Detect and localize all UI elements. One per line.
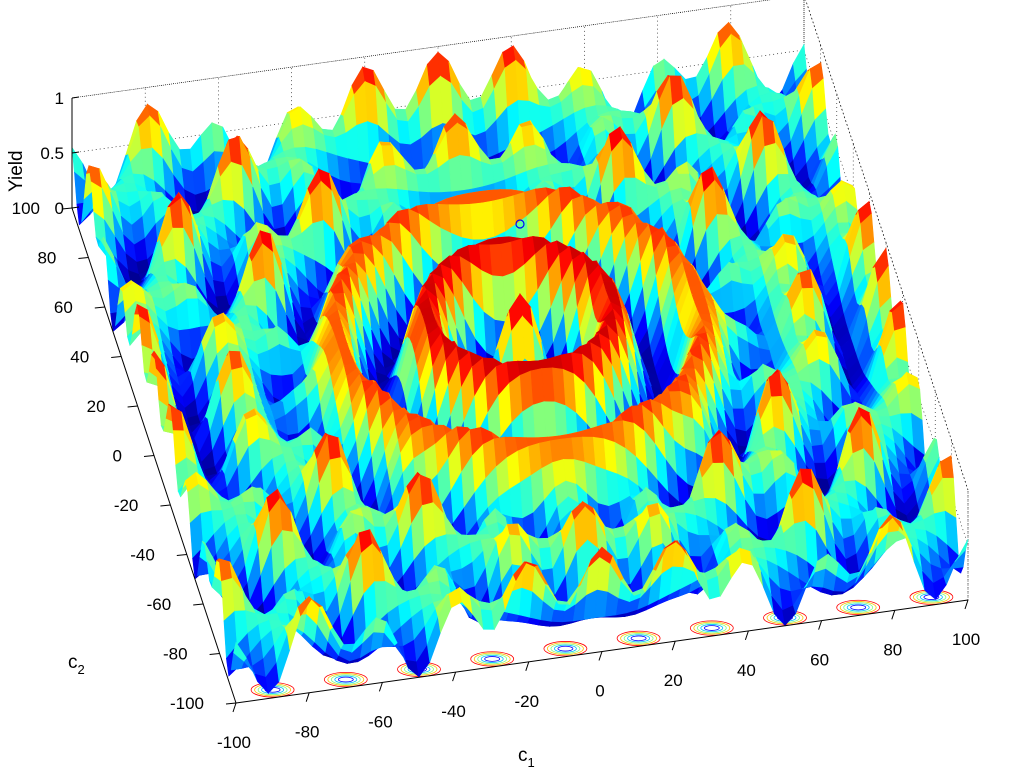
x-tick-mark	[964, 599, 969, 610]
y-tick-mark	[111, 356, 122, 358]
x-tick-label: -20	[515, 692, 540, 711]
x-tick-mark	[525, 661, 530, 671]
x-tick-label: -40	[441, 702, 466, 721]
y-tick-mark	[78, 257, 89, 259]
x-tick-mark	[598, 651, 603, 661]
x-tick-label: 40	[737, 661, 756, 680]
x-tick-label: 80	[883, 640, 902, 659]
y-tick-label: 40	[70, 348, 89, 367]
x-tick-mark	[232, 702, 237, 713]
x-tick-label: -100	[217, 733, 251, 752]
x-tick-label: -80	[295, 723, 320, 742]
x-tick-mark	[305, 692, 310, 702]
y-tick-label: -20	[114, 496, 139, 515]
surface-mesh	[71, 21, 969, 695]
y-tick-label: 80	[37, 249, 56, 268]
y-tick-label: 100	[12, 199, 40, 218]
surface-patch	[370, 631, 385, 652]
y-tick-label: 0	[113, 447, 122, 466]
z-tick-label: 1	[55, 89, 64, 108]
z-axis-label: Yield	[6, 150, 27, 192]
x-tick-mark	[891, 610, 896, 620]
z-tick-label: 0	[55, 199, 64, 218]
x-tick-label: 100	[952, 630, 980, 649]
y-tick-label: -100	[170, 694, 204, 713]
y-tick-label: -40	[130, 546, 155, 565]
y-tick-label: -60	[147, 595, 172, 614]
z-tick-mark	[71, 96, 80, 99]
y-tick-mark	[143, 455, 155, 457]
y-tick-mark	[160, 504, 171, 507]
y-tick-mark	[94, 306, 105, 309]
x-tick-mark	[378, 682, 383, 692]
x-tick-label: -60	[368, 712, 393, 731]
x-tick-label: 20	[664, 671, 683, 690]
surface-patch	[730, 33, 745, 67]
y-tick-label: 20	[87, 397, 106, 416]
surface-patch	[579, 67, 594, 88]
surface-patch	[515, 59, 530, 102]
x-tick-mark	[818, 620, 823, 630]
y-tick-mark	[225, 702, 237, 705]
z-tick-label: 0.5	[40, 144, 64, 163]
surface-patch	[940, 455, 954, 479]
x-axis-label: c1	[518, 745, 535, 770]
x-tick-label: 60	[810, 651, 829, 670]
x-tick-label: 0	[595, 682, 604, 701]
y-tick-label: 60	[54, 298, 73, 317]
y-axis-label: c2	[68, 652, 85, 677]
x-tick-mark	[452, 671, 457, 682]
x-tick-mark	[671, 641, 676, 651]
surface-patch	[536, 87, 551, 108]
y-tick-mark	[209, 653, 220, 655]
y-tick-mark	[127, 405, 138, 408]
y-tick-mark	[193, 603, 204, 606]
x-tick-mark	[744, 630, 749, 641]
y-tick-label: -80	[163, 645, 188, 664]
y-tick-mark	[176, 554, 187, 556]
